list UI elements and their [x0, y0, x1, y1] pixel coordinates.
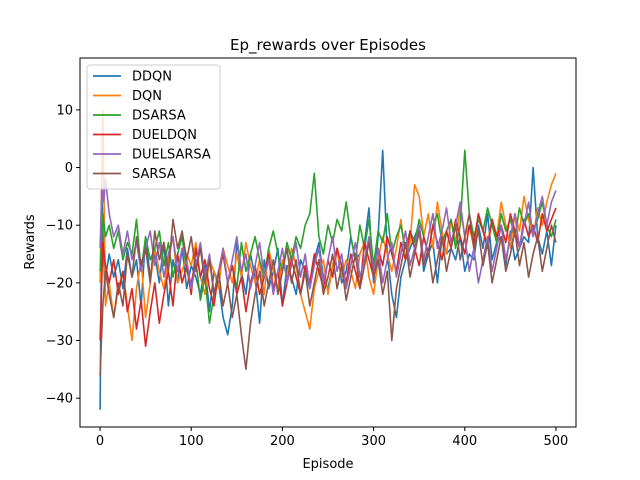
y-tick-label: −10 — [46, 219, 73, 234]
x-tick-label: 100 — [179, 434, 204, 449]
x-tick-label: 300 — [361, 434, 386, 449]
series-line-sarsa — [99, 212, 557, 376]
x-tick-label: 500 — [544, 434, 569, 449]
series-line-duelsarsa — [99, 178, 557, 296]
y-tick-label: −40 — [46, 392, 73, 407]
y-tick-label: −30 — [46, 334, 73, 349]
legend: DDQN DQN DSARSA DUELDQN DUELSARSA SARSA — [86, 64, 221, 190]
x-axis-label: Episode — [302, 457, 353, 472]
y-axis-label: Rewards — [23, 214, 38, 269]
x-tick-label: 200 — [270, 434, 295, 449]
y-tick-label: −20 — [46, 276, 73, 291]
series-group — [99, 109, 557, 410]
y-tick-label: 10 — [56, 103, 73, 118]
legend-items: DDQN DQN DSARSA DUELDQN DUELSARSA SARSA — [93, 70, 211, 182]
chart-title: Ep_rewards over Episodes — [230, 36, 426, 55]
x-tick-label: 0 — [96, 434, 104, 449]
y-axis-ticks: −40 −30 −20 −10 0 10 — [46, 103, 80, 407]
legend-label-dueldqn: DUELDQN — [132, 128, 197, 143]
x-tick-label: 400 — [452, 434, 477, 449]
legend-label-dsarsa: DSARSA — [132, 109, 186, 124]
legend-label-duelsarsa: DUELSARSA — [132, 148, 211, 163]
legend-label-sarsa: SARSA — [132, 167, 176, 182]
plot-frame — [79, 57, 577, 428]
legend-label-dqn: DQN — [132, 89, 162, 104]
plot-area — [79, 57, 577, 428]
x-axis-ticks: 0 100 200 300 400 500 — [96, 427, 568, 449]
y-tick-label: 0 — [65, 161, 73, 176]
series-line-dsarsa — [99, 149, 557, 325]
legend-label-ddqn: DDQN — [132, 70, 172, 85]
